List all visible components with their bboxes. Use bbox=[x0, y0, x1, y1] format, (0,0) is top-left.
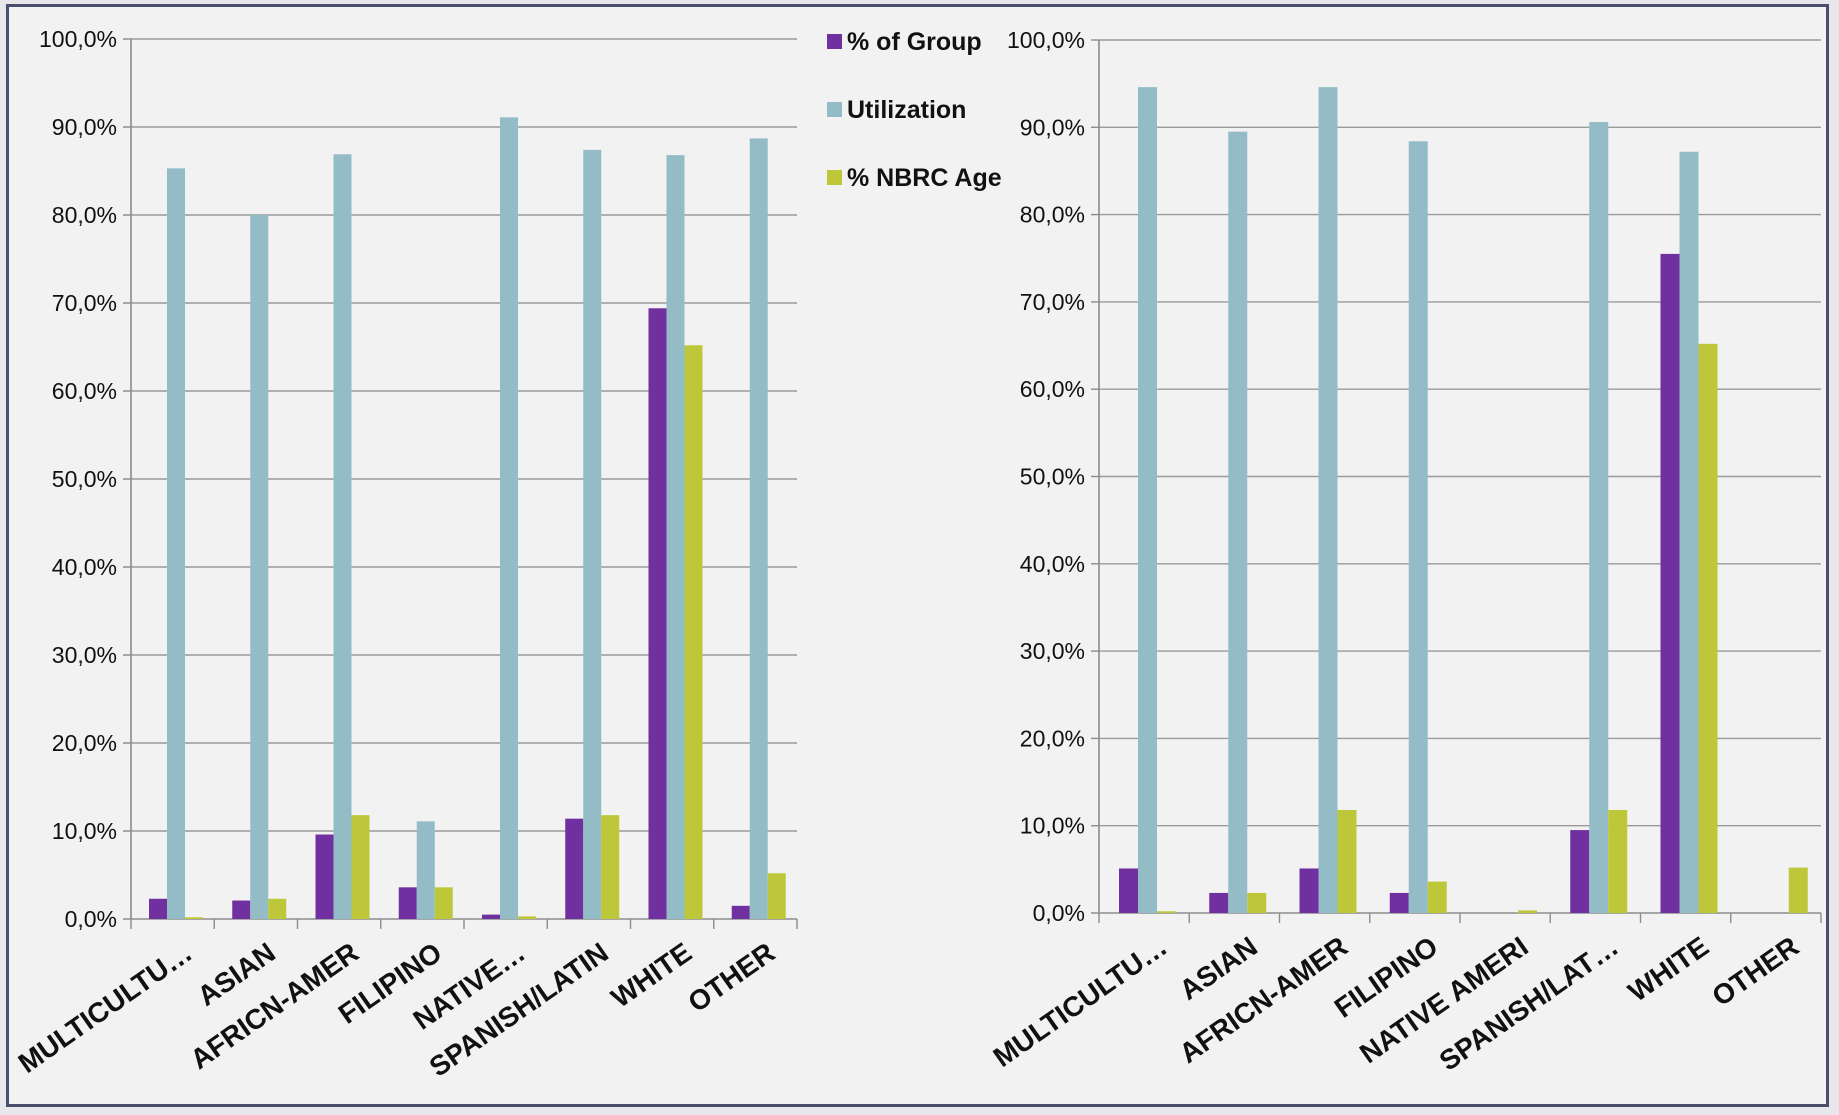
x-category-label: WHITE bbox=[606, 937, 698, 1014]
legend-label-nbrc-age: % NBRC Age bbox=[847, 164, 1002, 192]
chart-right: 0,0% 10,0% 20,0% 30,0% 40,0% 50,0% 60,0% 70,0% 8… bbox=[988, 27, 1822, 1077]
bar-nbrc-age-native-ameri bbox=[1518, 910, 1537, 913]
bar-of-group-asian bbox=[1209, 892, 1229, 913]
legend-item-nbrc-age: % NBRC Age bbox=[827, 164, 1002, 192]
legend-label-utilization: Utilization bbox=[847, 96, 966, 124]
bar-of-group-multicultu bbox=[1119, 868, 1138, 913]
legend-label-pct-group: % of Group bbox=[847, 28, 982, 56]
x-category-label: MULTICULTU… bbox=[13, 937, 198, 1080]
bar-nbrc-age-other bbox=[1788, 867, 1808, 913]
bar-of-group-white bbox=[648, 308, 667, 919]
y-tick-label: 50,0% bbox=[1020, 464, 1085, 490]
y-tick-label: 90,0% bbox=[52, 114, 117, 140]
y-tick-label: 30,0% bbox=[52, 642, 117, 668]
y-tick-label: 0,0% bbox=[1033, 900, 1085, 926]
bar-nbrc-age-white bbox=[684, 345, 703, 919]
y-tick-label: 20,0% bbox=[52, 730, 117, 756]
y-tick-label: 70,0% bbox=[52, 290, 117, 316]
x-category-label: MULTICULTU… bbox=[988, 931, 1173, 1074]
bar-of-group-other bbox=[731, 905, 750, 919]
bar-utilization-spanish-lat bbox=[1589, 122, 1609, 913]
bar-utilization-africn-amer bbox=[333, 154, 352, 919]
bar-utilization-asian bbox=[1228, 131, 1248, 913]
bar-utilization-multicultu bbox=[167, 168, 185, 920]
bar-nbrc-age-multicultu bbox=[1157, 911, 1176, 913]
bar-utilization-white bbox=[1679, 151, 1699, 913]
bar-nbrc-age-africn-amer bbox=[351, 815, 370, 919]
y-tick-label: 10,0% bbox=[52, 818, 117, 844]
bar-utilization-asian bbox=[250, 215, 269, 919]
y-tick-label: 100,0% bbox=[1007, 27, 1085, 53]
bar-nbrc-age-filipino bbox=[434, 887, 453, 919]
bar-nbrc-age-spanish-lat bbox=[1608, 809, 1628, 913]
y-tick-label: 60,0% bbox=[1020, 376, 1085, 402]
legend-swatch-utilization bbox=[827, 102, 842, 117]
x-category-label: AFRICN-AMER bbox=[1174, 931, 1354, 1070]
bar-utilization-other bbox=[749, 138, 768, 919]
y-tick-label: 100,0% bbox=[39, 26, 117, 52]
bar-of-group-multicultu bbox=[149, 898, 167, 919]
bar-of-group-africn-amer bbox=[1299, 868, 1319, 913]
bar-utilization-native bbox=[500, 117, 518, 919]
bar-of-group-filipino bbox=[1389, 892, 1409, 913]
bar-nbrc-age-asian bbox=[1247, 892, 1267, 913]
y-tick-label: 0,0% bbox=[65, 906, 117, 932]
x-category-label: OTHER bbox=[1706, 931, 1804, 1013]
bar-nbrc-age-multicultu bbox=[185, 917, 203, 919]
bar-nbrc-age-white bbox=[1698, 343, 1718, 914]
bar-utilization-filipino bbox=[1408, 141, 1428, 913]
bar-nbrc-age-native bbox=[518, 916, 536, 919]
bar-nbrc-age-africn-amer bbox=[1337, 809, 1357, 913]
charts-canvas: 0,0% 10,0% 20,0% 30,0% 40,0% 50,0% 60,0% 70,0% 8… bbox=[13, 26, 1822, 1083]
bar-utilization-africn-amer bbox=[1318, 87, 1338, 914]
bar-nbrc-age-spanish-latin bbox=[601, 815, 620, 919]
y-tick-label: 40,0% bbox=[1020, 551, 1085, 577]
bar-nbrc-age-asian bbox=[268, 898, 287, 919]
y-tick-label: 70,0% bbox=[1020, 289, 1085, 315]
bar-of-group-white bbox=[1660, 253, 1680, 913]
bar-utilization-filipino bbox=[416, 821, 435, 919]
bar-of-group-spanish-latin bbox=[565, 818, 584, 919]
bar-nbrc-age-filipino bbox=[1427, 881, 1447, 913]
bar-of-group-native bbox=[482, 914, 500, 919]
chart-left: 0,0% 10,0% 20,0% 30,0% 40,0% 50,0% 60,0% 70,0% 8… bbox=[13, 26, 798, 1083]
y-tick-label: 20,0% bbox=[1020, 725, 1085, 751]
bar-utilization-white bbox=[666, 155, 685, 919]
legend-swatch-pct-group bbox=[827, 34, 842, 49]
y-tick-label: 60,0% bbox=[52, 378, 117, 404]
bar-utilization-spanish-latin bbox=[583, 149, 602, 919]
bar-utilization-multicultu bbox=[1138, 87, 1157, 914]
bar-of-group-spanish-lat bbox=[1570, 830, 1590, 913]
legend-item-utilization: Utilization bbox=[827, 96, 966, 124]
x-category-label: WHITE bbox=[1623, 931, 1715, 1008]
bar-of-group-filipino bbox=[398, 887, 417, 919]
y-tick-label: 40,0% bbox=[52, 554, 117, 580]
y-tick-label: 80,0% bbox=[1020, 202, 1085, 228]
legend: % of Group Utilization % NBRC Age bbox=[827, 28, 1002, 192]
y-tick-label: 30,0% bbox=[1020, 638, 1085, 664]
bar-of-group-asian bbox=[232, 900, 251, 919]
legend-swatch-nbrc-age bbox=[827, 170, 842, 185]
legend-item-pct-group: % of Group bbox=[827, 28, 982, 56]
bar-of-group-africn-amer bbox=[315, 834, 334, 919]
y-tick-label: 10,0% bbox=[1020, 813, 1085, 839]
x-category-label: OTHER bbox=[682, 937, 780, 1019]
y-tick-label: 90,0% bbox=[1020, 114, 1085, 140]
slide-frame: 0,0% 10,0% 20,0% 30,0% 40,0% 50,0% 60,0% 70,0% 8… bbox=[6, 4, 1829, 1107]
bar-nbrc-age-other bbox=[767, 873, 786, 919]
y-tick-label: 80,0% bbox=[52, 202, 117, 228]
y-tick-label: 50,0% bbox=[52, 466, 117, 492]
